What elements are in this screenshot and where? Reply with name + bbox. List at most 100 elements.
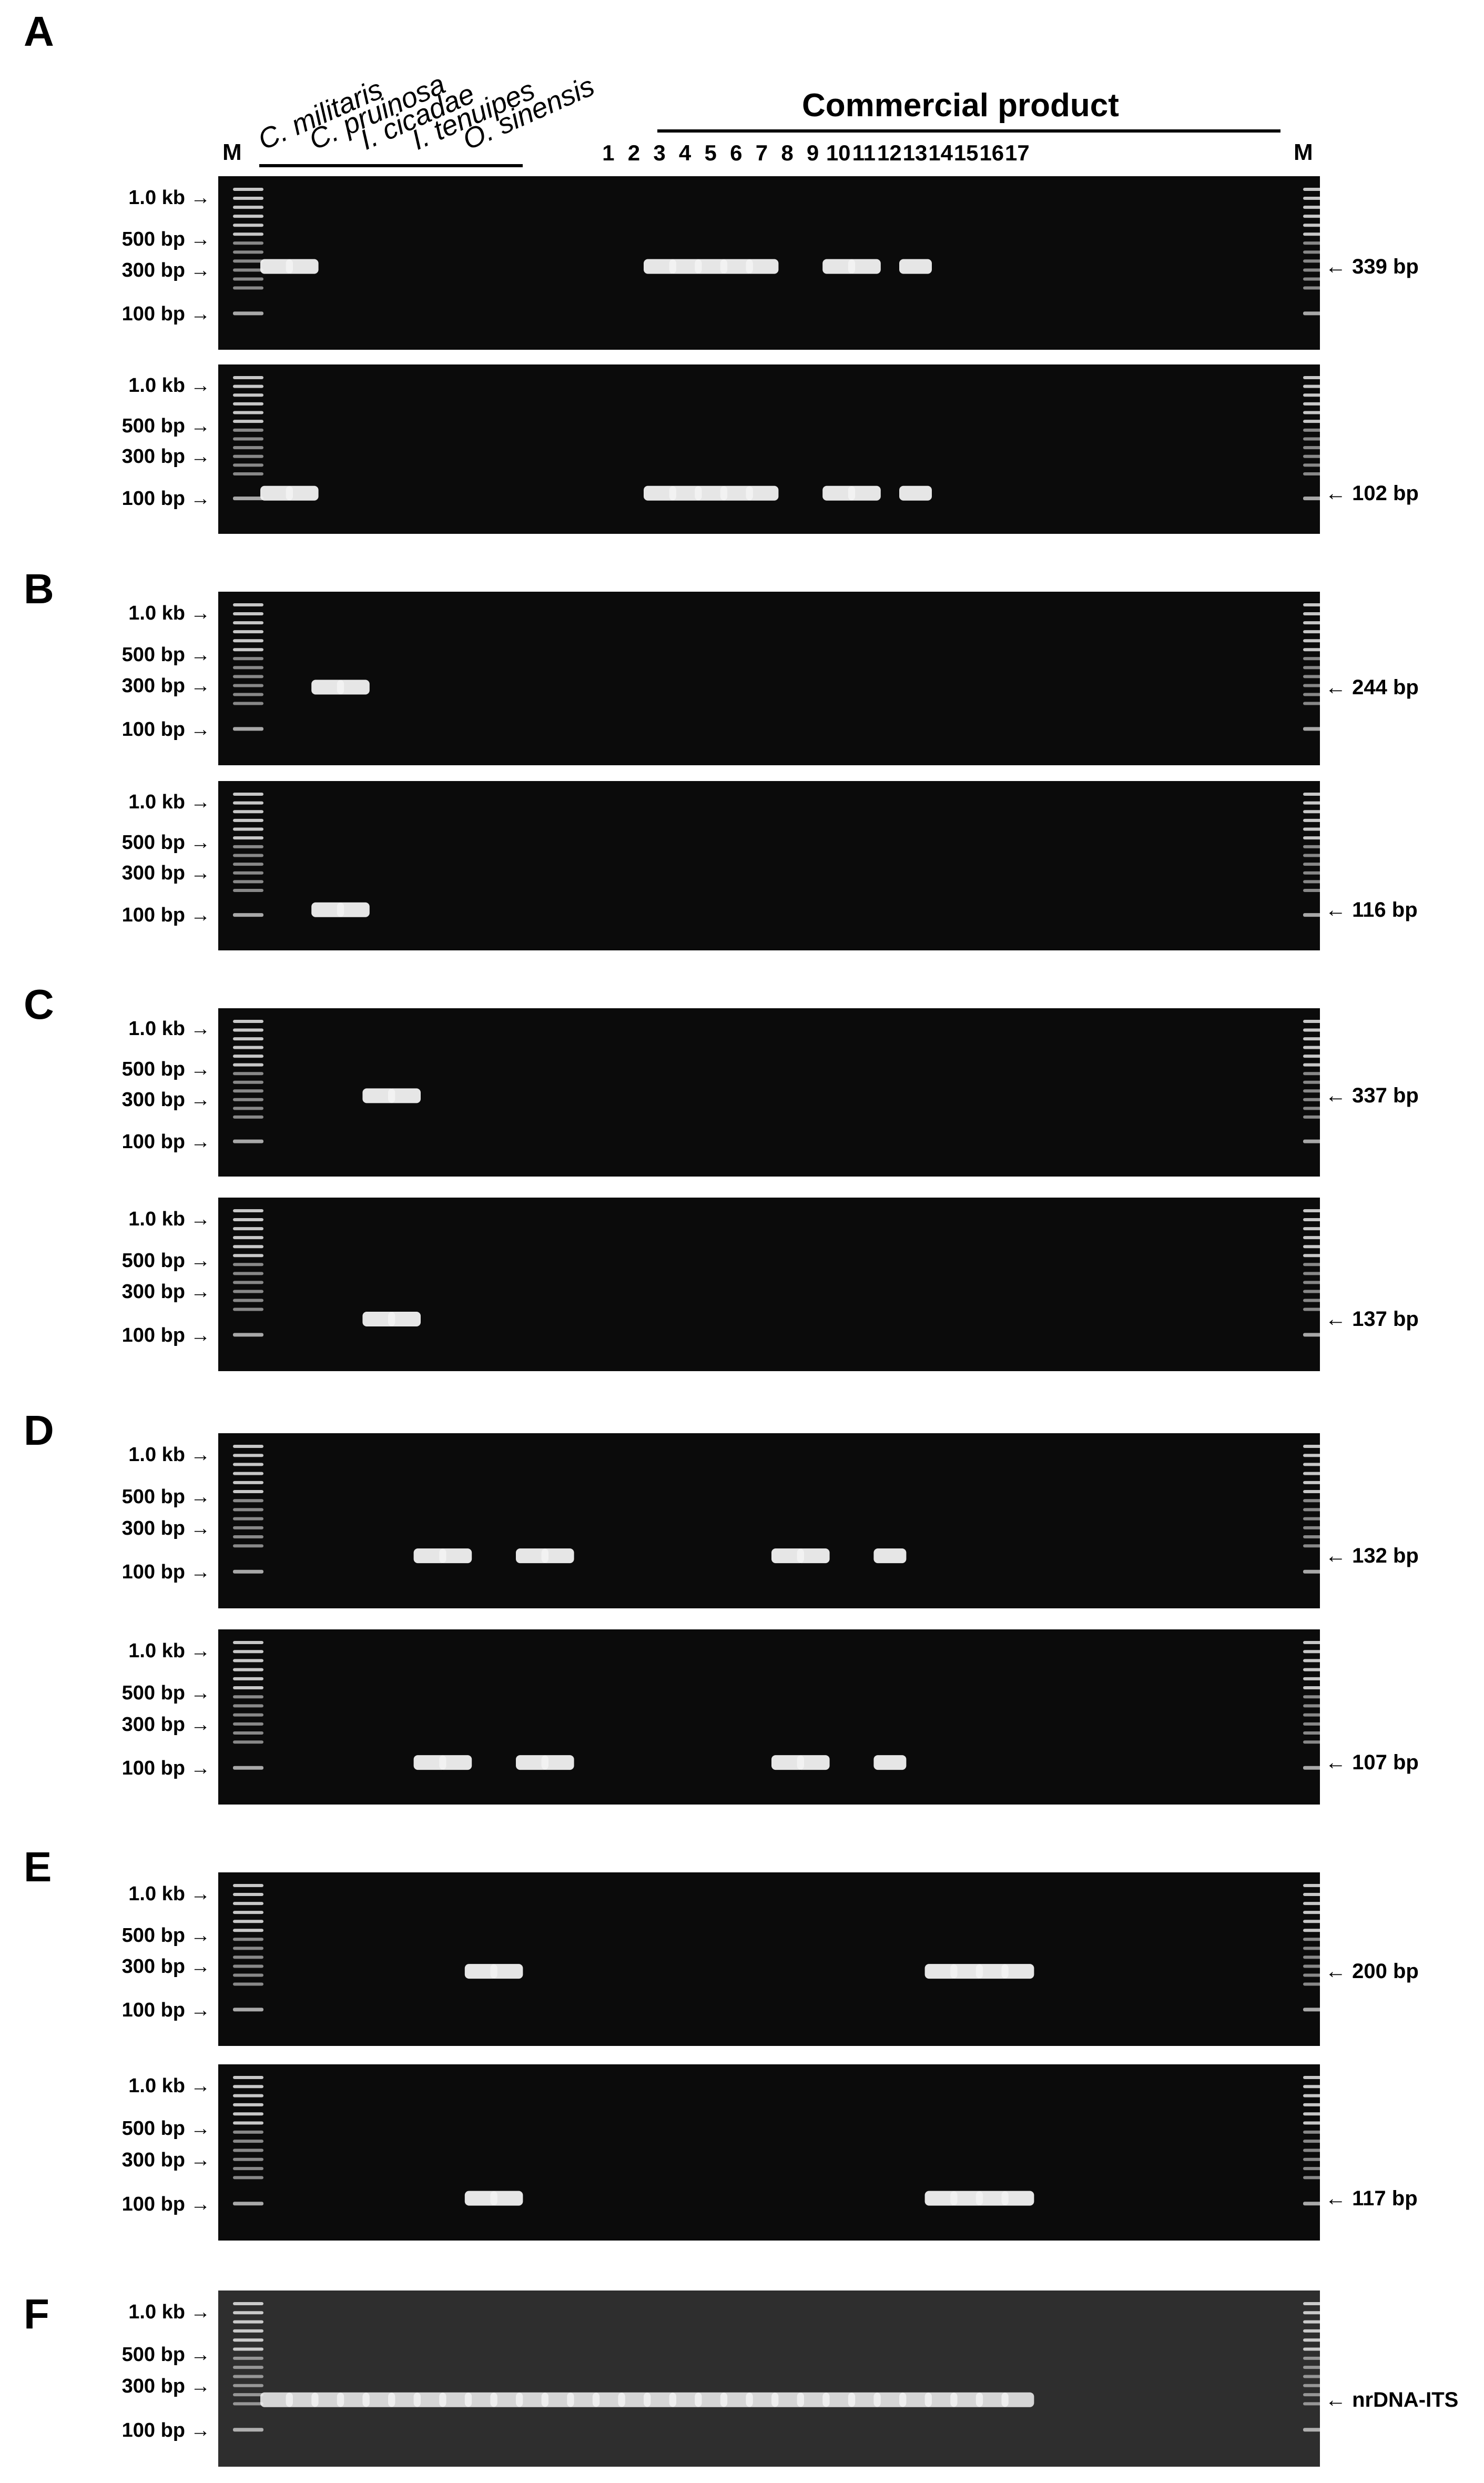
ladder-band — [233, 2402, 263, 2406]
ladder-size-text: 1.0 kb — [128, 1208, 185, 1230]
species-bar — [412, 164, 472, 167]
product-size-label: ← 107 bp — [1325, 1752, 1419, 1773]
dna-band — [490, 2392, 523, 2407]
ladder-band — [1303, 1290, 1320, 1293]
ladder-band — [233, 1929, 263, 1932]
ladder-band — [233, 1107, 263, 1110]
ladder-band — [233, 1245, 263, 1249]
product-size-text: 107 bp — [1346, 1751, 1419, 1775]
ladder-size-text: 100 bp — [121, 1999, 185, 2021]
ladder-band — [233, 630, 263, 634]
ladder-band — [1303, 1920, 1320, 1923]
ladder-size-text: 100 bp — [121, 718, 185, 741]
ladder-band — [1303, 232, 1320, 236]
ladder-band — [1303, 854, 1320, 857]
panel-letter: D — [24, 1407, 54, 1454]
ladder-band — [233, 1209, 263, 1212]
ladder-band — [1303, 241, 1320, 245]
gel-background — [218, 1629, 1320, 1805]
ladder-band — [233, 1028, 263, 1032]
ladder-size-label: 1.0 kb → — [105, 1209, 210, 1229]
lane-number: 14 — [928, 140, 953, 165]
ladder-band — [233, 675, 263, 678]
ladder-band — [1303, 1472, 1320, 1475]
ladder-band — [233, 2393, 263, 2397]
ladder-size-text: 100 bp — [121, 2193, 185, 2215]
ladder-band — [233, 259, 263, 263]
right-arrow-icon: → — [190, 1924, 210, 1947]
ladder-band — [233, 702, 263, 705]
ladder-band — [1303, 1740, 1320, 1744]
dna-band — [797, 2392, 830, 2407]
dna-band — [669, 485, 702, 501]
ladder-band — [233, 827, 263, 831]
ladder-band — [233, 2356, 263, 2360]
ladder-band — [233, 2347, 263, 2351]
right-arrow-icon: → — [190, 1130, 210, 1153]
ladder-band — [1303, 1641, 1320, 1644]
ladder-band — [1303, 702, 1320, 705]
ladder-band — [1303, 1704, 1320, 1708]
ladder-size-label: 500 bp → — [105, 416, 210, 436]
ladder-band — [1303, 2202, 1320, 2206]
right-arrow-icon: → — [190, 374, 210, 397]
ladder-band — [233, 603, 263, 606]
ladder-band — [233, 1517, 263, 1521]
species-bar — [463, 164, 523, 167]
ladder-band — [233, 411, 263, 414]
dna-band — [1001, 1964, 1034, 1979]
dna-band — [516, 2392, 548, 2407]
ladder-band — [1303, 863, 1320, 866]
ladder-band — [1303, 810, 1320, 814]
ladder-band — [1303, 1668, 1320, 1671]
ladder-band — [233, 1938, 263, 1941]
lane-number: 11 — [852, 140, 876, 165]
ladder-band — [233, 1526, 263, 1529]
ladder-band — [233, 428, 263, 432]
ladder-band — [1303, 2393, 1320, 2397]
dna-band — [848, 259, 881, 274]
right-arrow-icon: → — [190, 1955, 210, 1978]
dna-band — [644, 2392, 676, 2407]
ladder-size-text: 500 bp — [121, 1249, 185, 1272]
ladder-band — [233, 1454, 263, 1457]
ladder-band — [1303, 1072, 1320, 1076]
dna-band — [311, 902, 344, 917]
marker-label-right: M — [1294, 139, 1313, 165]
dna-band — [439, 2392, 472, 2407]
ladder-band — [1303, 1517, 1320, 1521]
ladder-band — [233, 2085, 263, 2089]
dna-band — [669, 259, 702, 274]
ladder-band — [1303, 801, 1320, 805]
dna-band — [541, 1548, 574, 1564]
dna-band — [260, 2392, 293, 2407]
dna-band — [439, 1548, 472, 1564]
ladder-band — [233, 1098, 263, 1101]
ladder-band — [1303, 259, 1320, 263]
ladder-band — [233, 1089, 263, 1093]
ladder-size-text: 300 bp — [121, 675, 185, 697]
dna-band — [720, 2392, 753, 2407]
ladder-band — [233, 1236, 263, 1240]
ladder-band — [1303, 224, 1320, 227]
ladder-band — [233, 206, 263, 209]
ladder-band — [1303, 630, 1320, 634]
ladder-band — [233, 215, 263, 218]
dna-band — [899, 259, 932, 274]
right-arrow-icon: → — [190, 1249, 210, 1272]
ladder-band — [1303, 913, 1320, 917]
gel-image — [218, 592, 1320, 765]
marker-label-left: M — [222, 139, 242, 165]
ladder-band — [233, 1964, 263, 1968]
ladder-band — [1303, 612, 1320, 616]
ladder-band — [233, 2329, 263, 2333]
ladder-band — [233, 1535, 263, 1539]
right-arrow-icon: → — [190, 790, 210, 813]
ladder-band — [1303, 1490, 1320, 1494]
gel-image — [218, 1198, 1320, 1371]
ladder-band — [1303, 1686, 1320, 1690]
ladder-size-text: 300 bp — [121, 2148, 185, 2171]
dna-band — [362, 2392, 395, 2407]
right-arrow-icon: → — [190, 1018, 210, 1040]
ladder-band — [1303, 603, 1320, 606]
